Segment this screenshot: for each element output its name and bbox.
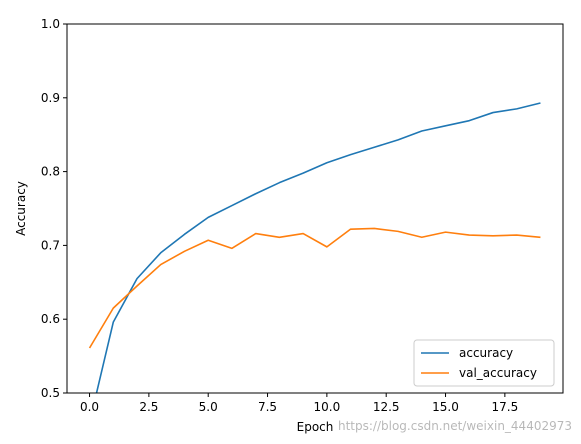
y-tick-label: 0.8 (41, 165, 60, 179)
x-tick-label: 10.0 (314, 400, 341, 414)
plot-area (88, 102, 541, 393)
legend-box (413, 339, 555, 387)
x-axis-label: Epoch (297, 420, 334, 434)
x-tick-label: 15.0 (432, 400, 459, 414)
series-line-val-accuracy (88, 227, 541, 349)
x-tick-label: 7.5 (258, 400, 277, 414)
y-axis: 0.5 0.6 0.7 0.8 0.9 1.0 (41, 17, 67, 400)
legend-label-val-accuracy: val_accuracy (459, 366, 537, 380)
x-tick-label: 12.5 (373, 400, 400, 414)
y-tick-label: 0.9 (41, 91, 60, 105)
legend-label-accuracy: accuracy (459, 346, 513, 360)
axes-frame (66, 23, 564, 394)
x-axis: 0.0 2.5 5.0 7.5 10.0 12.5 15.0 17.5 (80, 393, 518, 414)
legend: accuracy val_accuracy (413, 339, 555, 387)
x-tick-label: 0.0 (80, 400, 99, 414)
x-tick-label: 17.5 (491, 400, 518, 414)
y-tick-label: 0.7 (41, 238, 60, 252)
y-tick-label: 0.5 (41, 386, 60, 400)
y-axis-label: Accuracy (14, 181, 28, 236)
x-tick-label: 5.0 (199, 400, 218, 414)
series-line-accuracy (95, 102, 541, 393)
x-tick-label: 2.5 (139, 400, 158, 414)
y-tick-label: 0.6 (41, 312, 60, 326)
watermark-text: https://blog.csdn.net/weixin_44402973 (338, 419, 572, 433)
y-tick-label: 1.0 (41, 17, 60, 31)
